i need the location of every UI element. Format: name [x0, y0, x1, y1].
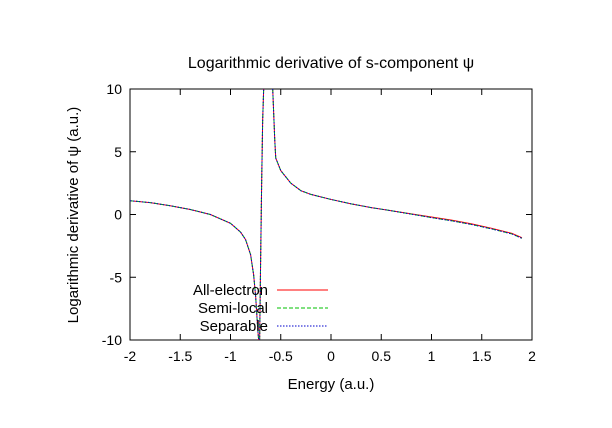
x-axis-label: Energy (a.u.) — [288, 376, 375, 393]
x-tick-label: 1.5 — [472, 348, 492, 364]
x-axis: -2 -1.5 -1 -0.5 0 0.5 1 1.5 2 — [124, 89, 536, 364]
x-tick-label: 1 — [428, 348, 436, 364]
x-tick-label: -2 — [124, 348, 137, 364]
legend-label: Separable — [200, 318, 268, 335]
series-line-2 — [129, 88, 523, 341]
y-tick-label: -5 — [110, 269, 123, 285]
x-tick-label: -1 — [224, 348, 237, 364]
x-tick-label: -0.5 — [269, 348, 293, 364]
series-line-1 — [129, 88, 523, 341]
y-tick-label: 5 — [114, 144, 122, 160]
x-tick-label: 2 — [528, 348, 536, 364]
series-layer — [129, 88, 523, 341]
x-tick-label: 0 — [327, 348, 335, 364]
y-tick-label: 10 — [106, 81, 122, 97]
chart-title: Logarithmic derivative of s-component ψ — [188, 55, 474, 72]
series-line-3 — [129, 88, 523, 341]
x-tick-label: 0.5 — [372, 348, 392, 364]
plot-frame — [129, 88, 533, 341]
legend-label: All-electron — [193, 282, 268, 299]
y-tick-label: 0 — [114, 207, 122, 223]
y-tick-label: -10 — [102, 332, 122, 348]
legend-label: Semi-local — [198, 300, 268, 317]
x-tick-label: -1.5 — [168, 348, 192, 364]
y-axis: -10 -5 0 5 10 — [102, 81, 532, 348]
y-axis-label: Logarithmic derivative of ψ (a.u.) — [65, 107, 82, 324]
